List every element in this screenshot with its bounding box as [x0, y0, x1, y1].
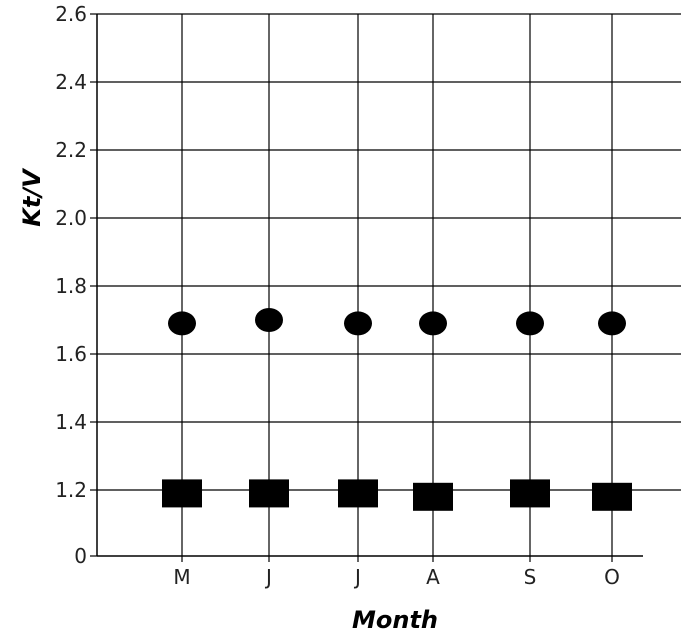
- data-point-square: [413, 482, 453, 511]
- grid: [97, 13, 681, 562]
- data-point-square: [510, 479, 550, 508]
- data-point-circle: [255, 308, 283, 332]
- x-tick-label: J: [264, 565, 272, 589]
- y-tick-label: 2.2: [55, 138, 87, 162]
- data-point-square: [592, 482, 632, 511]
- y-tick-label: 2.4: [55, 70, 87, 94]
- x-tick-label: S: [524, 565, 537, 589]
- y-tick-label: 0: [74, 544, 87, 568]
- x-tick-label: A: [426, 565, 440, 589]
- y-tick-label: 2.6: [55, 2, 87, 26]
- data-point-circle: [516, 311, 544, 336]
- data-point-square: [162, 479, 202, 508]
- x-tick-label: O: [604, 565, 620, 589]
- y-axis-title: Kt/V: [18, 167, 46, 227]
- x-tick-label: M: [173, 565, 190, 589]
- x-tick-label: J: [353, 565, 361, 589]
- axes: [90, 13, 643, 557]
- data-point-circle: [168, 311, 196, 336]
- y-tick-label: 2.0: [55, 206, 87, 230]
- y-tick-label: 1.8: [55, 274, 87, 298]
- data-point-square: [249, 479, 289, 508]
- y-tick-label: 1.6: [55, 342, 87, 366]
- data-point-square: [338, 479, 378, 508]
- y-tick-labels: 2.6 2.4 2.2 2.0 1.8 1.6 1.4 1.2 0: [55, 2, 87, 568]
- y-tick-label: 1.2: [55, 478, 87, 502]
- data-point-circle: [598, 311, 626, 336]
- data-marks: [162, 308, 632, 511]
- data-point-circle: [419, 311, 447, 336]
- x-axis-title: Month: [352, 606, 438, 634]
- data-point-circle: [344, 311, 372, 336]
- y-tick-label: 1.4: [55, 410, 87, 434]
